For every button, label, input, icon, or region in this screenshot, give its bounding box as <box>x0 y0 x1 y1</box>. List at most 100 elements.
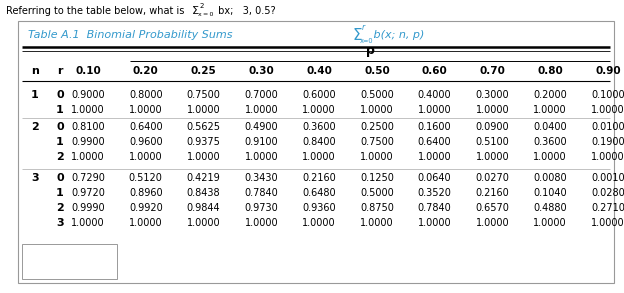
Text: 0.5625: 0.5625 <box>187 122 220 132</box>
Text: 0.9920: 0.9920 <box>129 203 163 213</box>
Text: 0.4219: 0.4219 <box>187 173 220 183</box>
Text: 0.7500: 0.7500 <box>187 90 220 100</box>
Text: 0.7000: 0.7000 <box>245 90 278 100</box>
Text: 1.0000: 1.0000 <box>534 105 567 115</box>
Text: 0: 0 <box>56 122 64 132</box>
Text: 0.6400: 0.6400 <box>418 137 452 147</box>
Text: 1.0000: 1.0000 <box>591 218 624 228</box>
Text: 0.4900: 0.4900 <box>245 122 278 132</box>
Text: 0.2500: 0.2500 <box>360 122 394 132</box>
Text: Table A.1  Binomial Probability Sums: Table A.1 Binomial Probability Sums <box>28 30 240 40</box>
Text: 0.1000: 0.1000 <box>591 90 624 100</box>
Text: 2: 2 <box>56 203 64 213</box>
Text: 0.3600: 0.3600 <box>534 137 567 147</box>
Text: 0.50: 0.50 <box>364 66 390 76</box>
Text: 0.9844: 0.9844 <box>187 203 220 213</box>
Text: 0.25: 0.25 <box>191 66 217 76</box>
Text: p: p <box>366 44 374 57</box>
Text: 1.0000: 1.0000 <box>245 218 278 228</box>
Text: 0.8400: 0.8400 <box>302 137 336 147</box>
Text: 1: 1 <box>31 90 39 100</box>
Text: 1.0000: 1.0000 <box>302 105 336 115</box>
Text: 0.8750: 0.8750 <box>360 203 394 213</box>
Text: 2: 2 <box>200 3 205 9</box>
Text: 0.3000: 0.3000 <box>475 90 509 100</box>
Text: 0.1600: 0.1600 <box>418 122 452 132</box>
Text: 1.0000: 1.0000 <box>71 152 105 162</box>
Text: 0.4000: 0.4000 <box>418 90 452 100</box>
Text: 0.2160: 0.2160 <box>302 173 336 183</box>
Text: 0.90: 0.90 <box>595 66 621 76</box>
Text: 0.5000: 0.5000 <box>360 90 394 100</box>
Text: 0.60: 0.60 <box>422 66 447 76</box>
Text: 0: 0 <box>56 173 64 183</box>
Text: 0.6400: 0.6400 <box>129 122 163 132</box>
Text: 0.70: 0.70 <box>479 66 505 76</box>
Text: 0.0280: 0.0280 <box>591 188 624 198</box>
Text: 1.0000: 1.0000 <box>475 152 509 162</box>
Text: Referring to the table below, what is: Referring to the table below, what is <box>6 6 187 16</box>
Text: 1.0000: 1.0000 <box>129 152 163 162</box>
Text: 0.80: 0.80 <box>537 66 563 76</box>
Text: 0.0270: 0.0270 <box>475 173 509 183</box>
Text: 0.5120: 0.5120 <box>129 173 163 183</box>
Text: 0.6570: 0.6570 <box>475 203 509 213</box>
Text: 0.6000: 0.6000 <box>302 90 336 100</box>
Text: x = 0: x = 0 <box>198 13 213 18</box>
Text: 2: 2 <box>56 152 64 162</box>
Text: 2: 2 <box>31 122 39 132</box>
Text: 1.0000: 1.0000 <box>360 218 394 228</box>
Text: 0.9990: 0.9990 <box>71 203 105 213</box>
Text: 1: 1 <box>56 105 64 115</box>
Text: 0.3430: 0.3430 <box>245 173 278 183</box>
Text: 0.8438: 0.8438 <box>187 188 220 198</box>
Text: 0.0400: 0.0400 <box>534 122 567 132</box>
Text: 1.0000: 1.0000 <box>591 105 624 115</box>
Text: 1.0000: 1.0000 <box>71 218 105 228</box>
Text: 0.9730: 0.9730 <box>245 203 278 213</box>
Text: 0.7500: 0.7500 <box>360 137 394 147</box>
Text: 0.7840: 0.7840 <box>245 188 278 198</box>
Text: 0.9900: 0.9900 <box>71 137 105 147</box>
Bar <box>22 244 117 279</box>
Text: 0.9720: 0.9720 <box>71 188 105 198</box>
Text: 0.40: 0.40 <box>306 66 332 76</box>
Text: 1.0000: 1.0000 <box>418 218 452 228</box>
Text: 1.0000: 1.0000 <box>71 105 105 115</box>
Text: 0.9100: 0.9100 <box>245 137 278 147</box>
Text: 0.30: 0.30 <box>248 66 274 76</box>
Text: r: r <box>362 23 365 33</box>
Text: 0.5100: 0.5100 <box>475 137 509 147</box>
Text: 0.10: 0.10 <box>75 66 101 76</box>
Text: 1.0000: 1.0000 <box>129 218 163 228</box>
Text: 0.3520: 0.3520 <box>417 188 452 198</box>
Text: 1.0000: 1.0000 <box>245 152 278 162</box>
Text: 0.9000: 0.9000 <box>71 90 105 100</box>
Text: 1.0000: 1.0000 <box>360 152 394 162</box>
Text: 1.0000: 1.0000 <box>534 218 567 228</box>
Text: 0.1900: 0.1900 <box>591 137 624 147</box>
Text: 0.1250: 0.1250 <box>360 173 394 183</box>
Text: 0.0100: 0.0100 <box>591 122 624 132</box>
Text: Σ: Σ <box>192 6 199 16</box>
Text: 3: 3 <box>31 173 39 183</box>
Text: b(x; n, p): b(x; n, p) <box>370 30 424 40</box>
Text: 0.4880: 0.4880 <box>534 203 567 213</box>
Text: 1.0000: 1.0000 <box>187 105 220 115</box>
Text: 1.0000: 1.0000 <box>418 105 452 115</box>
Text: 0.20: 0.20 <box>133 66 158 76</box>
Text: 0.8000: 0.8000 <box>129 90 163 100</box>
Text: 0.0080: 0.0080 <box>534 173 567 183</box>
Text: 0.7290: 0.7290 <box>71 173 105 183</box>
Text: 1.0000: 1.0000 <box>187 218 220 228</box>
Text: 0.8100: 0.8100 <box>71 122 105 132</box>
Text: 0.0010: 0.0010 <box>591 173 624 183</box>
Text: 0.9360: 0.9360 <box>302 203 336 213</box>
Bar <box>18 21 614 283</box>
Text: 0.2000: 0.2000 <box>534 90 567 100</box>
Text: 1.0000: 1.0000 <box>475 218 509 228</box>
Text: 0.2710: 0.2710 <box>591 203 624 213</box>
Text: 1: 1 <box>56 188 64 198</box>
Text: 0.0640: 0.0640 <box>418 173 452 183</box>
Text: 1.0000: 1.0000 <box>129 105 163 115</box>
